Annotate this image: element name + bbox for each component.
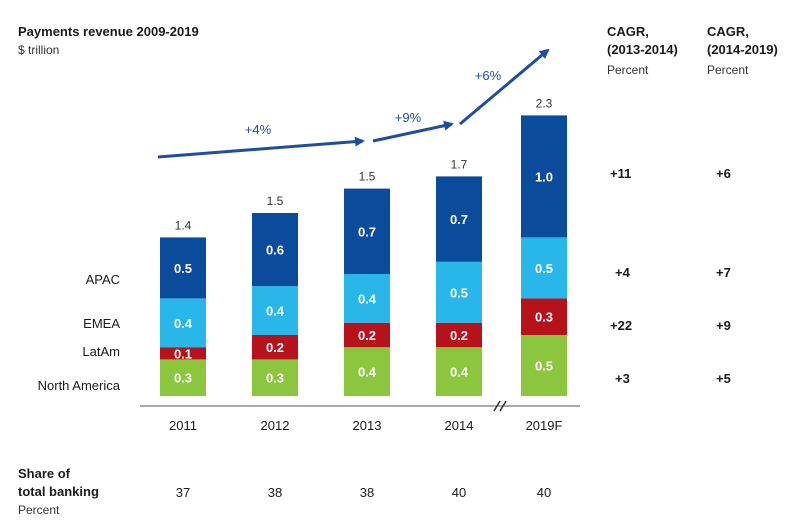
- bar-label-latam-2014: 0.2: [450, 328, 468, 343]
- row-label-latam: LatAm: [82, 344, 120, 359]
- growth-arrow-3: [459, 48, 550, 126]
- bar-total-2011: 1.4: [175, 218, 192, 232]
- bar-label-emea-2014: 0.5: [450, 285, 468, 300]
- cagr-header-2-unit: Percent: [707, 63, 749, 77]
- cagr-header-2-line1: CAGR,: [707, 24, 749, 39]
- cagr-latam-2013-2014: +22: [610, 318, 632, 333]
- bar-label-emea-2019f: 0.5: [535, 261, 553, 276]
- growth-label-1: +4%: [245, 122, 272, 137]
- cagr-emea-2013-2014: +4: [615, 265, 631, 280]
- bar-segment-emea-2014: [436, 261, 482, 323]
- bar-segment-apac-2013: [344, 188, 390, 274]
- row-label-emea: EMEA: [83, 316, 120, 331]
- bar-segment-latam-2011: [160, 347, 206, 360]
- bar-label-apac-2019f: 1.0: [535, 169, 553, 184]
- bar-label-emea-2011: 0.4: [174, 316, 193, 331]
- bar-label-north-america-2013: 0.4: [358, 365, 377, 380]
- bar-segment-emea-2019f: [521, 237, 567, 299]
- row-label-apac: APAC: [86, 272, 120, 287]
- share-value-2013: 38: [360, 485, 374, 500]
- bar-segment-apac-2011: [160, 237, 206, 299]
- bar-segment-north-america-2014: [436, 347, 482, 396]
- share-value-2014: 40: [452, 485, 466, 500]
- cagr-north-america-2013-2014: +3: [615, 371, 630, 386]
- bar-segment-emea-2011: [160, 298, 206, 348]
- bar-label-apac-2013: 0.7: [358, 224, 376, 239]
- year-label-2014: 2014: [445, 418, 474, 433]
- cagr-latam-2014-2019: +9: [716, 318, 731, 333]
- share-label-unit: Percent: [18, 503, 60, 517]
- bar-total-2014: 1.7: [451, 157, 468, 171]
- bar-segment-emea-2013: [344, 274, 390, 323]
- bar-segment-apac-2014: [436, 176, 482, 262]
- bar-total-2012: 1.5: [267, 194, 284, 208]
- cagr-north-america-2014-2019: +5: [716, 371, 731, 386]
- bar-label-north-america-2014: 0.4: [450, 365, 469, 380]
- bar-total-2013: 1.5: [359, 170, 376, 184]
- growth-label-3: +6%: [475, 68, 502, 83]
- growth-label-2: +9%: [395, 110, 422, 125]
- cagr-apac-2013-2014: +11: [610, 166, 631, 181]
- bar-label-apac-2014: 0.7: [450, 212, 468, 227]
- cagr-header-1-line1: CAGR,: [607, 24, 649, 39]
- bar-label-emea-2013: 0.4: [358, 291, 377, 306]
- bar-segment-apac-2019f: [521, 115, 567, 238]
- chart-subtitle: $ trillion: [18, 43, 59, 57]
- bar-label-north-america-2012: 0.3: [266, 371, 284, 386]
- cagr-header-1-unit: Percent: [607, 63, 649, 77]
- year-labels: 2011 2012 2013 2014 2019F: [169, 418, 562, 433]
- cagr-header-2-line2: (2014-2019): [707, 42, 778, 57]
- bar-segment-latam-2019f: [521, 298, 567, 335]
- bar-segment-latam-2013: [344, 322, 390, 348]
- cagr-header-1-line2: (2013-2014): [607, 42, 678, 57]
- bar-segment-north-america-2011: [160, 359, 206, 396]
- bar-label-latam-2011: 0.1: [174, 346, 192, 361]
- bar-segment-north-america-2019f: [521, 335, 567, 396]
- bars-group: 0.3 0.1 0.4 0.5 1.4 0.3 0.2 0.4 0.6 1.5 0.4 0.2 0.4 0…: [160, 96, 567, 396]
- bar-segment-latam-2012: [252, 335, 298, 360]
- year-label-2019f: 2019F: [526, 418, 563, 433]
- bar-segment-north-america-2013: [344, 347, 390, 396]
- year-label-2012: 2012: [261, 418, 290, 433]
- share-values: 37 38 38 40 40: [176, 485, 551, 500]
- bar-label-latam-2019f: 0.3: [535, 310, 553, 325]
- growth-arrow-2: [372, 120, 454, 143]
- cagr-apac-2014-2019: +6: [716, 166, 731, 181]
- bar-segment-north-america-2012: [252, 359, 298, 396]
- bar-label-north-america-2011: 0.3: [174, 371, 192, 386]
- bar-label-latam-2012: 0.2: [266, 340, 284, 355]
- bar-segment-latam-2014: [436, 322, 482, 348]
- row-label-north-america: North America: [38, 378, 121, 393]
- axis-break-icon: [493, 400, 507, 412]
- share-label-line1: Share of: [18, 466, 71, 481]
- year-label-2013: 2013: [353, 418, 382, 433]
- bar-label-north-america-2019f: 0.5: [535, 359, 553, 374]
- cagr-emea-2014-2019: +7: [716, 265, 731, 280]
- bar-total-2019f: 2.3: [536, 96, 553, 110]
- bar-label-emea-2012: 0.4: [266, 304, 285, 319]
- share-value-2019f: 40: [537, 485, 551, 500]
- bar-segment-emea-2012: [252, 286, 298, 335]
- share-label-line2: total banking: [18, 484, 99, 499]
- bar-label-apac-2012: 0.6: [266, 243, 284, 258]
- bar-segment-apac-2012: [252, 213, 298, 287]
- chart-title: Payments revenue 2009-2019: [18, 24, 199, 39]
- growth-arrow-1: [157, 136, 365, 159]
- share-value-2011: 37: [176, 485, 190, 500]
- bar-label-latam-2013: 0.2: [358, 328, 376, 343]
- share-value-2012: 38: [268, 485, 282, 500]
- bar-label-apac-2011: 0.5: [174, 261, 192, 276]
- year-label-2011: 2011: [169, 418, 197, 433]
